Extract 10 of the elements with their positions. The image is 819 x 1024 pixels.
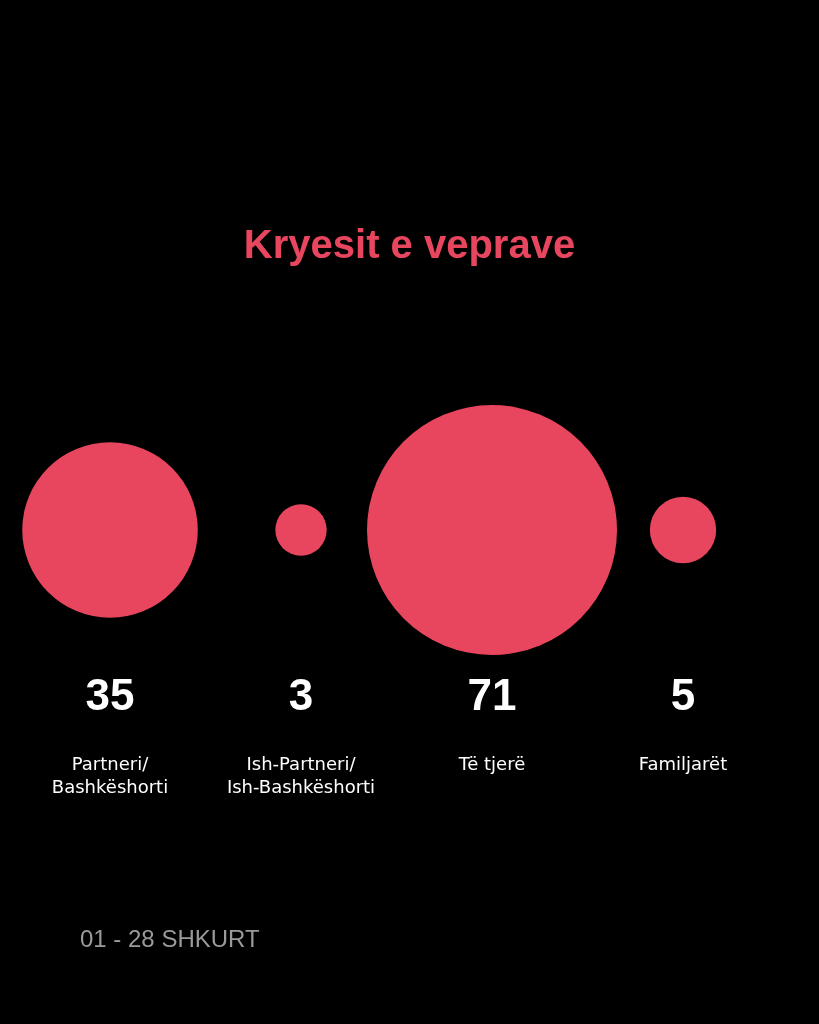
data-label: 35 [85, 670, 135, 719]
category-label: Familjarët [638, 753, 728, 774]
text: Kryesit e veprave [242, 222, 577, 267]
category-label: Partneri/Bashkëshorti [51, 753, 169, 797]
data-label: 3 [288, 670, 314, 719]
data-label: 71 [467, 670, 517, 719]
data-label: 5 [670, 670, 696, 719]
category-label: Të tjerë [457, 753, 526, 774]
text: 01 - 28 SHKURT [80, 925, 260, 953]
category-label: Ish-Partneri/Ish-Bashkëshorti [226, 753, 376, 797]
